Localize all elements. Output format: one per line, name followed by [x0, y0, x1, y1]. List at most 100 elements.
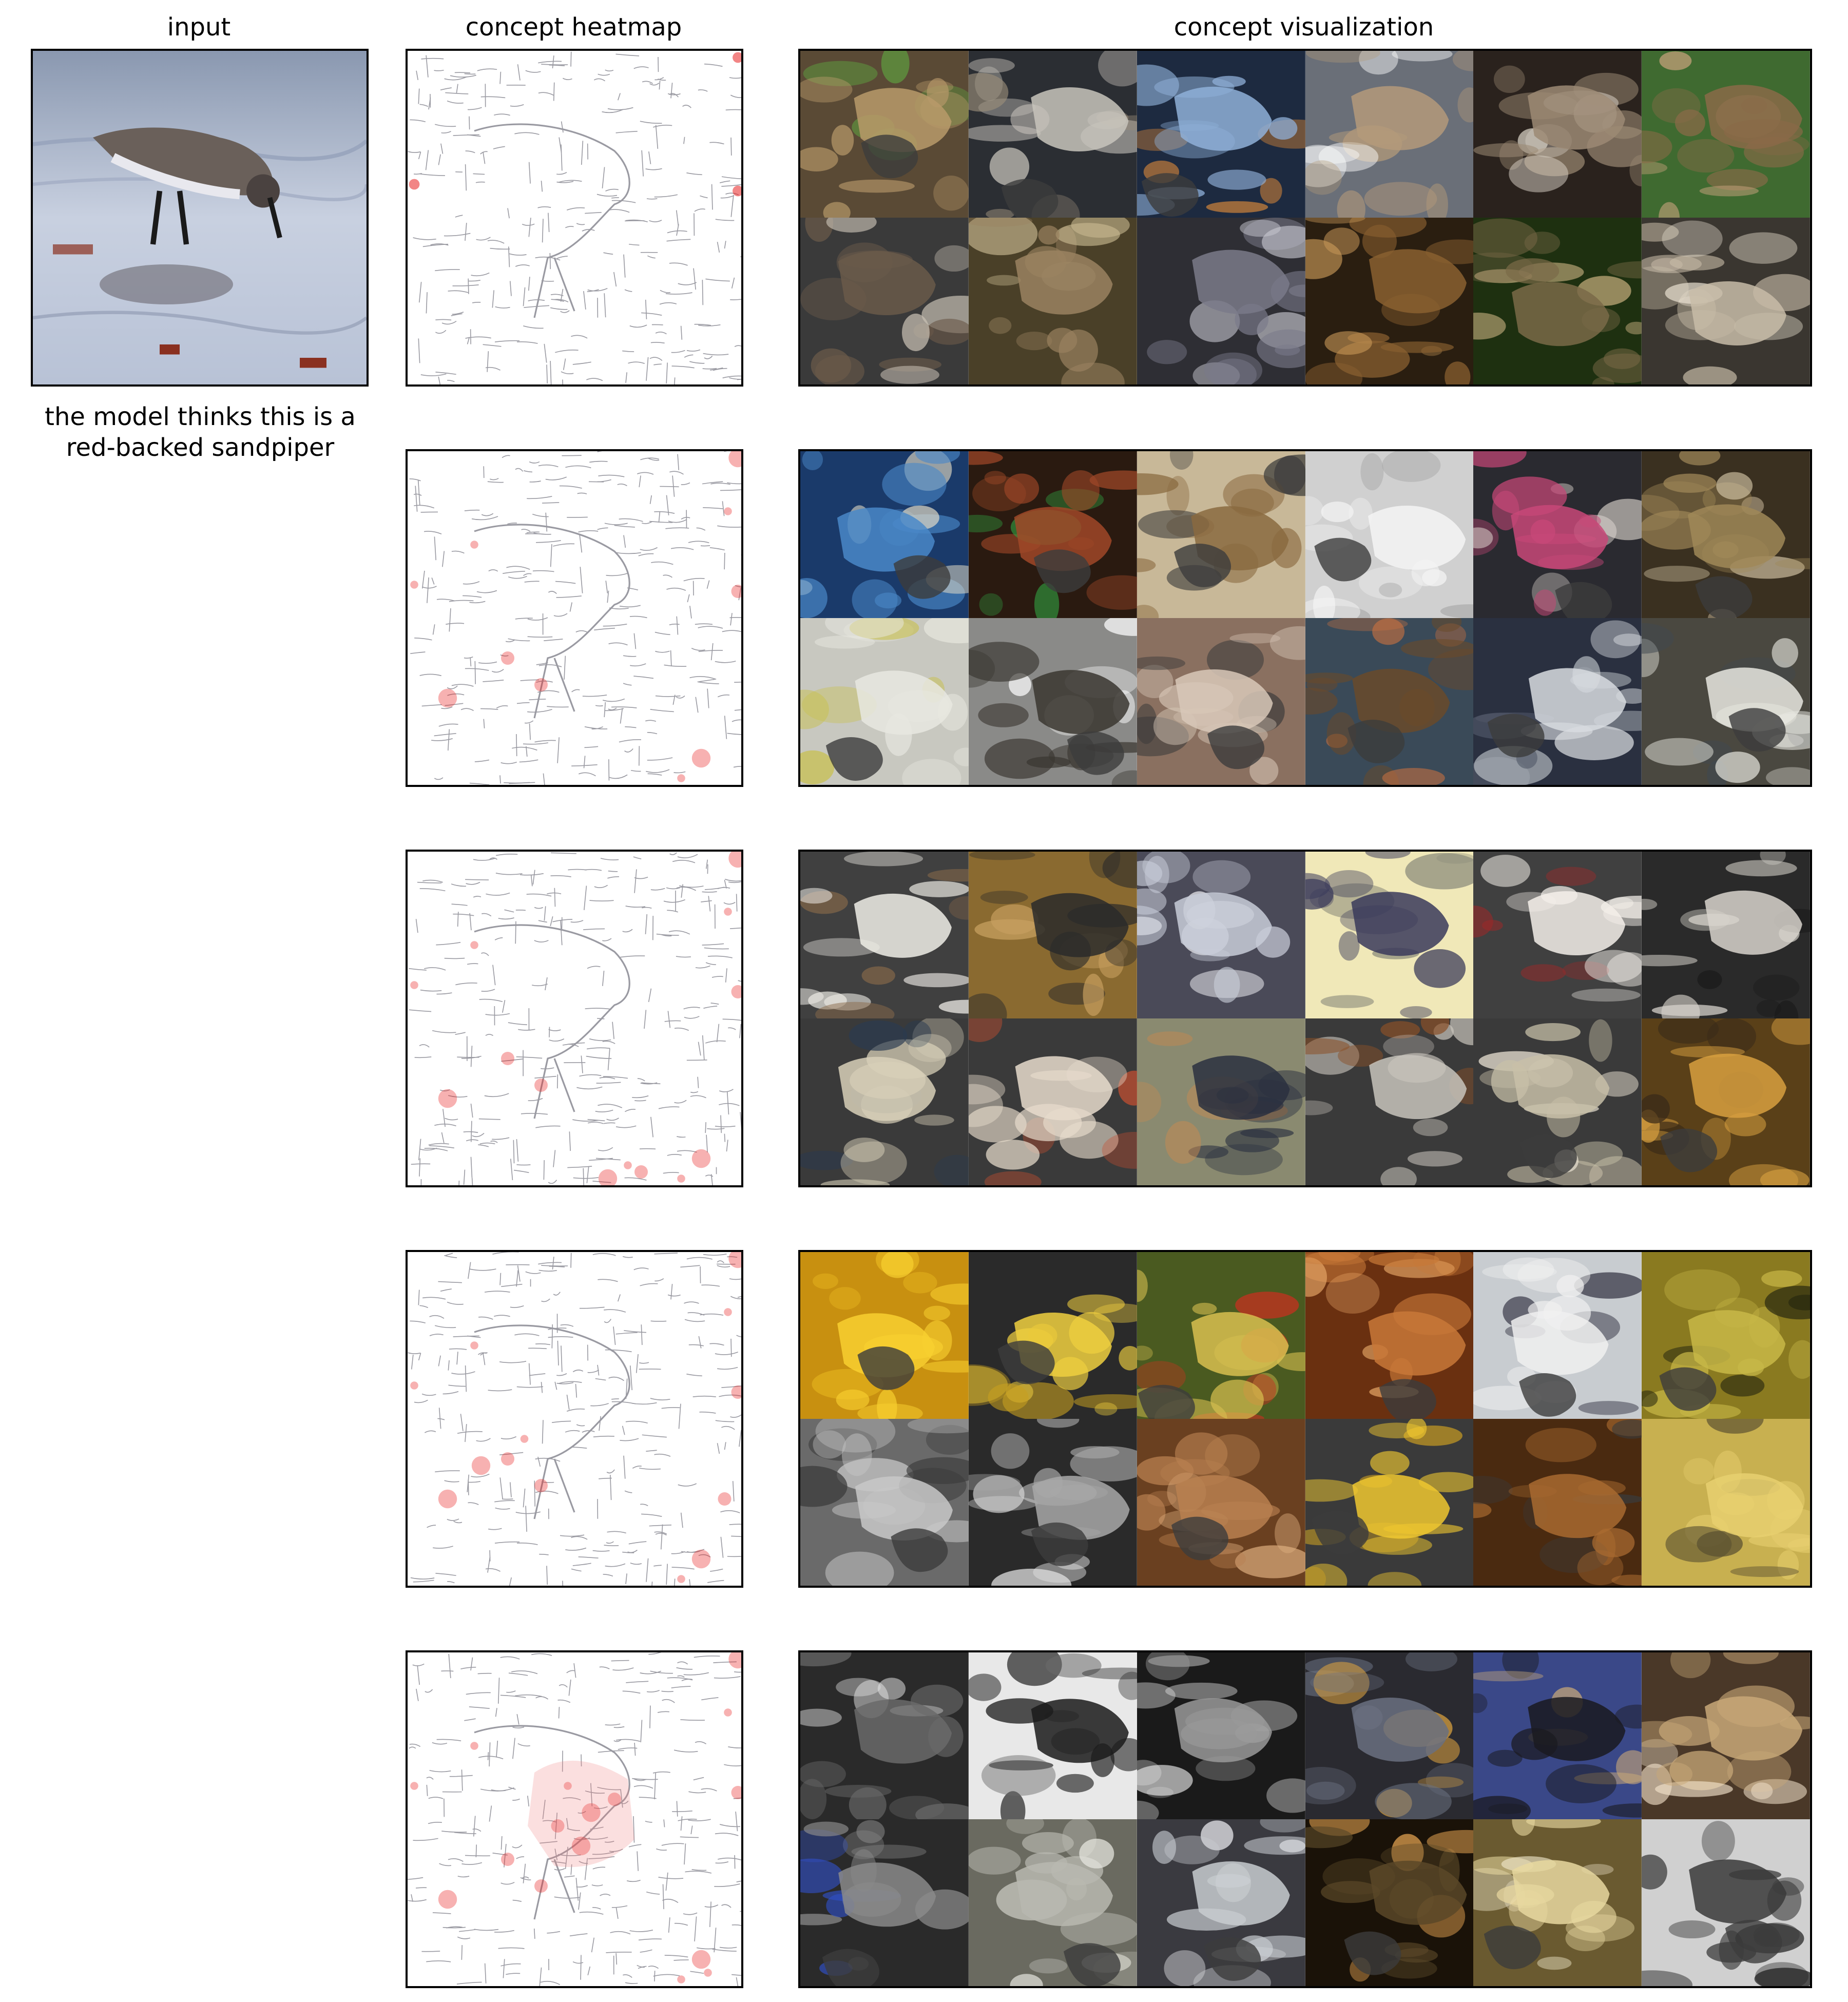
- prediction-caption: the model thinks this is a red-backed sa…: [10, 401, 390, 463]
- visualization-tile: [1642, 1652, 1810, 1819]
- visualization-tile: [800, 1652, 969, 1819]
- concept-visualization-grid-3: [798, 850, 1812, 1187]
- visualization-tile: [1473, 451, 1642, 618]
- cabinet-photo-icon: [800, 1419, 969, 1586]
- visualization-tile: [968, 51, 1137, 218]
- visualization-tile: [968, 618, 1137, 785]
- flutes-photo-icon: [1137, 451, 1305, 618]
- visualization-tile: [1642, 1819, 1810, 1986]
- visualization-tile: [800, 218, 969, 384]
- shorebirds-photo-icon: [1137, 51, 1305, 218]
- chain-photo-icon: [968, 1652, 1137, 1819]
- concept-visualization-grid-4: [798, 1250, 1812, 1588]
- visualization-tile: [1305, 1652, 1474, 1819]
- sandpiper-photo-icon: [1642, 218, 1810, 384]
- visualization-tile: [1642, 1252, 1810, 1419]
- corn-photo-icon: [800, 1252, 969, 1419]
- visualization-tile: [1473, 1018, 1642, 1185]
- blinds-photo-icon: [968, 451, 1137, 618]
- grouse-photo-icon: [1305, 51, 1474, 218]
- visualization-tile: [1137, 51, 1305, 218]
- visualization-tile: [1642, 618, 1810, 785]
- van-photo-icon: [1642, 618, 1810, 785]
- visualization-tile: [968, 852, 1137, 1018]
- sandpiper-photo-icon: [1137, 218, 1305, 384]
- visualization-tile: [968, 1252, 1137, 1419]
- visualization-tile: [1642, 51, 1810, 218]
- keyboard-photo-icon: [1305, 1652, 1474, 1819]
- table-photo-icon: [1473, 1252, 1642, 1419]
- visualization-tile: [1642, 1419, 1810, 1586]
- visualization-tile: [1137, 218, 1305, 384]
- visualization-tile: [1642, 1018, 1810, 1185]
- centipede-photo-icon: [1137, 1018, 1305, 1185]
- edge-heatmap-medium-icon: [408, 451, 741, 785]
- sandpiper-icon: [33, 51, 367, 384]
- baseball-photo-icon: [1473, 852, 1642, 1018]
- quail-photo-icon: [1305, 218, 1474, 384]
- input-image: [31, 49, 369, 387]
- millipede-photo-icon: [1642, 1018, 1810, 1185]
- visualization-tile: [800, 1018, 969, 1185]
- keyboard-photo-icon: [800, 1652, 969, 1819]
- cassettes-photo-icon: [1473, 451, 1642, 618]
- visualization-tile: [1473, 1819, 1642, 1986]
- visualization-tile: [800, 1819, 969, 1986]
- visualization-tile: [1137, 1018, 1305, 1185]
- edge-heatmap-sparse-icon: [408, 51, 741, 384]
- caption-line-2: red-backed sandpiper: [66, 433, 335, 462]
- water-photo-icon: [1137, 618, 1305, 785]
- visualization-tile: [800, 852, 969, 1018]
- visualization-tile: [1137, 1252, 1305, 1419]
- visualization-tile: [968, 1018, 1137, 1185]
- concept-visualization-grid-5: [798, 1650, 1812, 1988]
- visualization-tile: [1473, 1652, 1642, 1819]
- visualization-tile: [1473, 1252, 1642, 1419]
- grouse-photo-icon: [1642, 51, 1810, 218]
- visualization-tile: [968, 1652, 1137, 1819]
- corn-photo-icon: [1473, 1819, 1642, 1986]
- visualization-tile: [1137, 1652, 1305, 1819]
- blinds-photo-icon: [1305, 451, 1474, 618]
- visualization-tile: [968, 1819, 1137, 1986]
- keyboard-photo-icon: [968, 1819, 1137, 1986]
- header-concept-heatmap: concept heatmap: [465, 13, 682, 42]
- visualization-tile: [1137, 1419, 1305, 1586]
- bird-photo-icon: [800, 218, 969, 384]
- visualization-tile: [1137, 451, 1305, 618]
- visualization-tile: [800, 618, 969, 785]
- concept-heatmap-4: [406, 1250, 743, 1588]
- visualization-tile: [1305, 451, 1474, 618]
- keyboard-photo-icon: [1137, 1819, 1305, 1986]
- cabinet-photo-icon: [1642, 1419, 1810, 1586]
- keyboard-photo-icon: [1305, 1819, 1474, 1986]
- visualization-tile: [800, 1252, 969, 1419]
- van-photo-icon: [1473, 618, 1642, 785]
- visualization-tile: [1305, 1018, 1474, 1185]
- visualization-tile: [1473, 218, 1642, 384]
- salad-photo-icon: [1137, 1252, 1305, 1419]
- visualization-tile: [1305, 51, 1474, 218]
- duck-photo-icon: [1305, 618, 1474, 785]
- visualization-tile: [1137, 852, 1305, 1018]
- millipede-photo-icon: [800, 1018, 969, 1185]
- visualization-tile: [1305, 1419, 1474, 1586]
- concept-heatmap-5: [406, 1650, 743, 1988]
- sandpiper-photo-icon: [1473, 51, 1642, 218]
- concept-visualization-grid-2: [798, 449, 1812, 787]
- centipede-photo-icon: [800, 852, 969, 1018]
- visualization-tile: [1473, 51, 1642, 218]
- visualization-tile: [1642, 451, 1810, 618]
- concept-heatmap-1: [406, 49, 743, 387]
- cabinet-photo-icon: [968, 1419, 1137, 1586]
- header-concept-visualization: concept visualization: [1173, 13, 1434, 42]
- edge-heatmap-medium-icon: [408, 1252, 741, 1586]
- visualization-tile: [1305, 618, 1474, 785]
- keyboard-photo-icon: [1642, 1652, 1810, 1819]
- corn-photo-icon: [1305, 1419, 1474, 1586]
- drawers-photo-icon: [1473, 1419, 1642, 1586]
- lace-photo-icon: [1137, 852, 1305, 1018]
- keyboard-photo-icon: [1137, 1652, 1305, 1819]
- visualization-tile: [1305, 852, 1474, 1018]
- barometer-photo-icon: [1642, 852, 1810, 1018]
